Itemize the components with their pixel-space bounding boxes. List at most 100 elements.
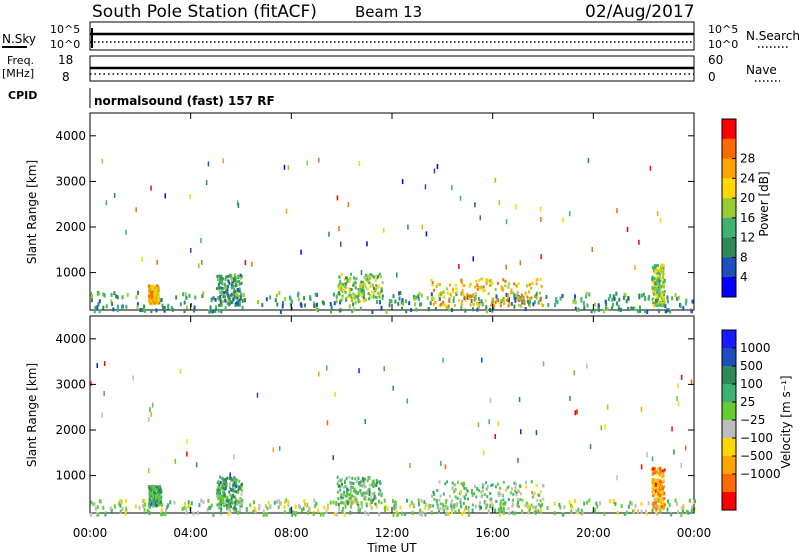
power-echo-cell — [453, 296, 455, 301]
power-echo-cell — [653, 278, 656, 282]
velocity-colorbar-tick-label: −25 — [740, 413, 765, 427]
velocity-echo-cell — [229, 502, 232, 506]
velocity-echo-cell — [512, 492, 515, 496]
velocity-echo-cell — [489, 492, 492, 495]
velocity-echo-cell — [687, 510, 690, 515]
power-echo-cell — [341, 294, 344, 298]
power-echo-cell — [481, 288, 484, 292]
velocity-colorbar-swatch — [722, 420, 736, 439]
power-echo-cell — [171, 307, 174, 312]
velocity-echo-cell — [441, 507, 444, 510]
velocity-echo-cell — [224, 486, 227, 489]
velocity-echo-cell — [344, 479, 346, 483]
power-echo-cell — [649, 165, 652, 171]
power-echo-cell — [465, 295, 467, 299]
power-echo-cell — [151, 298, 154, 302]
velocity-echo-cell — [218, 503, 220, 507]
velocity-echo-cell — [581, 510, 584, 515]
power-echo-cell — [533, 294, 536, 298]
power-echo-cell — [370, 283, 373, 287]
power-echo-cell — [269, 295, 272, 300]
power-echo-cell — [496, 281, 499, 285]
velocity-echo-cell — [663, 496, 666, 500]
velocity-echo-cell — [457, 480, 460, 484]
velocity-echo-cell — [404, 512, 407, 517]
power-echo-cell — [447, 304, 450, 308]
velocity-echo-cell — [559, 505, 562, 510]
power-echo-cell — [388, 303, 391, 308]
velocity-echo-cell — [370, 506, 373, 511]
velocity-echo-cell — [376, 481, 379, 485]
power-echo-cell — [183, 309, 186, 313]
power-echo-cell — [182, 292, 185, 297]
velocity-echo-cell — [362, 491, 365, 495]
power-echo-cell — [663, 280, 666, 284]
velocity-colorbar-tick-label: −1000 — [740, 467, 781, 481]
velocity-echo-cell — [233, 476, 236, 480]
velocity-echo-cell — [657, 485, 659, 489]
power-ytick-label-0: 1000 — [55, 266, 86, 280]
velocity-echo-cell — [575, 509, 578, 514]
velocity-echo-cell — [524, 503, 527, 507]
velocity-echo-cell — [358, 507, 361, 512]
velocity-echo-cell — [165, 508, 168, 513]
velocity-echo-cell — [373, 494, 376, 498]
power-echo-cell — [445, 305, 448, 310]
power-echo-cell — [400, 300, 403, 305]
power-echo-cell — [201, 259, 203, 265]
power-echo-cell — [351, 309, 354, 314]
velocity-echo-cell — [237, 500, 240, 504]
power-echo-cell — [452, 287, 454, 291]
velocity-echo-cell — [295, 510, 298, 515]
velocity-echo-cell — [157, 500, 160, 504]
velocity-echo-cell — [652, 487, 655, 490]
power-echo-cell — [359, 282, 362, 286]
velocity-echo-cell — [221, 498, 224, 501]
velocity-echo-cell — [646, 452, 648, 458]
velocity-echo-cell — [339, 488, 342, 492]
power-echo-cell — [349, 293, 352, 297]
velocity-echo-cell — [227, 502, 230, 506]
velocity-echo-cell — [369, 502, 372, 507]
velocity-echo-cell — [513, 481, 516, 485]
velocity-echo-cell — [364, 419, 366, 424]
velocity-echo-cell — [206, 507, 209, 512]
velocity-echo-cell — [420, 498, 423, 503]
power-echo-cell — [309, 295, 312, 300]
velocity-echo-cell — [535, 505, 538, 509]
velocity-echo-cell — [659, 469, 662, 473]
power-echo-cell — [238, 280, 241, 283]
velocity-echo-cell — [334, 391, 336, 397]
velocity-echo-cell — [350, 501, 353, 505]
power-echo-cell — [507, 292, 510, 296]
power-echo-cell — [289, 302, 292, 307]
power-echo-cell — [93, 309, 96, 314]
velocity-colorbar-swatch — [722, 348, 736, 367]
power-echo-cell — [660, 296, 663, 300]
velocity-echo-cell — [156, 493, 159, 497]
power-echo-cell — [663, 291, 665, 295]
power-echo-cell — [662, 271, 665, 275]
power-echo-cell — [489, 279, 492, 283]
power-echo-cell — [225, 275, 228, 279]
power-echo-cell — [397, 301, 400, 306]
power-echo-cell — [369, 295, 372, 299]
power-echo-cell — [229, 298, 232, 302]
velocity-echo-cell — [225, 484, 228, 488]
velocity-echo-cell — [517, 500, 519, 505]
power-echo-cell — [520, 293, 523, 297]
velocity-echo-cell — [153, 502, 156, 506]
power-echo-cell — [163, 308, 166, 313]
power-echo-cell — [375, 274, 377, 278]
velocity-echo-cell — [158, 499, 161, 503]
power-echo-cell — [690, 309, 693, 314]
power-echo-cell — [624, 293, 627, 298]
power-echo-cell — [345, 276, 347, 280]
velocity-echo-cell — [647, 501, 650, 506]
velocity-echo-cell — [661, 472, 664, 476]
velocity-echo-cell — [431, 494, 433, 498]
power-echo-cell — [228, 281, 231, 285]
power-echo-cell — [405, 309, 408, 314]
velocity-echo-cell — [220, 484, 223, 488]
power-echo-cell — [110, 292, 113, 297]
